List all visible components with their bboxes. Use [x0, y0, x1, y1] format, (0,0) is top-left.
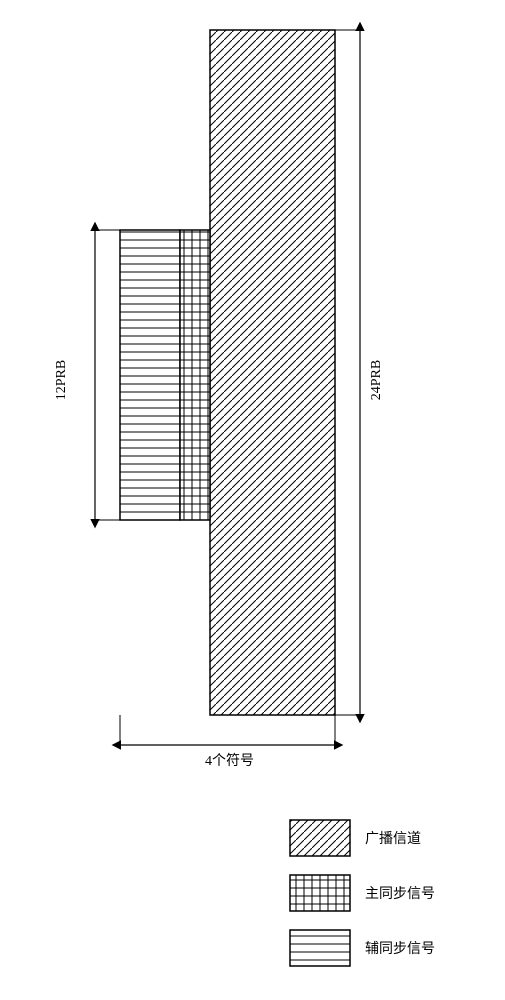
dim-bottom-label: 4个符号	[205, 753, 254, 769]
dim-right-label: 24PRB	[369, 360, 384, 400]
sss-block	[120, 230, 180, 520]
legend-label-1: 主同步信号	[365, 886, 435, 902]
pbch-block	[210, 30, 335, 715]
dim-left-label: 12PRB	[54, 360, 69, 400]
page: 12PRB 24PRB 4个符号广播信道主同步信号辅同步信号	[0, 0, 505, 1000]
legend-label-0: 广播信道	[365, 831, 421, 847]
legend-swatch-0	[290, 820, 350, 856]
pss-block	[180, 230, 210, 520]
diagram-svg: 12PRB 24PRB 4个符号广播信道主同步信号辅同步信号	[0, 0, 505, 1000]
legend-swatch-2	[290, 930, 350, 966]
legend-swatch-1	[290, 875, 350, 911]
legend-label-2: 辅同步信号	[365, 941, 435, 957]
